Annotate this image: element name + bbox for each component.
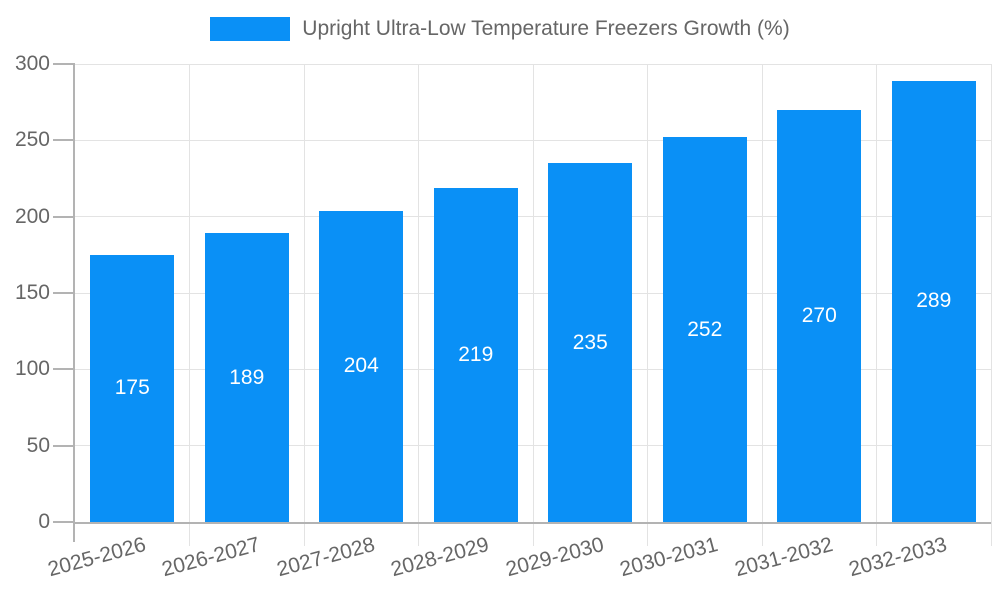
y-axis-tick — [53, 63, 75, 65]
y-tick-label: 300 — [14, 52, 50, 75]
x-tick-label: 2027-2028 — [274, 533, 378, 582]
x-tick-label: 2030-2031 — [617, 533, 721, 582]
y-axis-tick — [53, 368, 75, 371]
y-axis-line — [73, 64, 75, 542]
y-tick-label: 0 — [38, 510, 50, 533]
bar[interactable]: 204 — [319, 210, 404, 522]
y-axis-tick — [53, 521, 75, 523]
gridline-vertical — [761, 64, 763, 546]
bar[interactable]: 270 — [777, 109, 862, 522]
x-tick-label: 2025-2026 — [45, 533, 149, 582]
y-tick-label: 100 — [14, 357, 50, 381]
bar-value-label: 270 — [801, 303, 837, 327]
x-tick-label: 2032-2033 — [846, 533, 950, 582]
y-axis-tick — [53, 292, 75, 294]
y-axis-tick — [53, 215, 75, 218]
gridline-vertical — [532, 64, 534, 546]
bar[interactable]: 289 — [891, 80, 976, 522]
y-tick-label: 200 — [14, 204, 50, 228]
x-tick-label: 2026-2027 — [159, 533, 263, 582]
legend[interactable]: Upright Ultra-Low Temperature Freezers G… — [0, 17, 1000, 41]
x-tick-label: 2031-2032 — [732, 533, 836, 582]
gridline-vertical — [990, 64, 992, 546]
bar-value-label: 219 — [458, 342, 494, 366]
gridline-vertical — [418, 64, 419, 546]
bar-value-label: 204 — [343, 354, 379, 378]
y-axis-tick — [53, 444, 75, 447]
legend-label: Upright Ultra-Low Temperature Freezers G… — [302, 17, 790, 40]
gridline-vertical — [647, 64, 648, 546]
y-axis-tick — [53, 139, 75, 142]
legend-swatch — [210, 17, 291, 41]
x-tick-label: 2029-2030 — [503, 533, 607, 582]
bar-value-label: 252 — [687, 317, 723, 341]
x-axis-line — [73, 522, 991, 524]
bar[interactable]: 175 — [90, 254, 175, 522]
gridline-vertical — [876, 64, 877, 546]
bar-value-label: 289 — [916, 289, 952, 313]
bar[interactable]: 235 — [548, 163, 633, 522]
bar-value-label: 175 — [114, 376, 150, 400]
y-tick-label: 50 — [26, 433, 50, 457]
y-tick-label: 250 — [14, 128, 50, 152]
x-tick-label: 2028-2029 — [388, 533, 492, 582]
y-tick-label: 150 — [14, 281, 50, 304]
gridline-vertical — [303, 64, 305, 546]
gridline-vertical — [189, 64, 190, 546]
plot-area: 175 189 204 219 235 252 270 289 — [73, 63, 992, 546]
bar-value-label: 235 — [572, 330, 608, 354]
bar[interactable]: 252 — [662, 137, 747, 522]
bar-value-label: 189 — [229, 365, 265, 389]
bar[interactable]: 219 — [433, 187, 518, 522]
bar[interactable]: 189 — [204, 233, 289, 522]
